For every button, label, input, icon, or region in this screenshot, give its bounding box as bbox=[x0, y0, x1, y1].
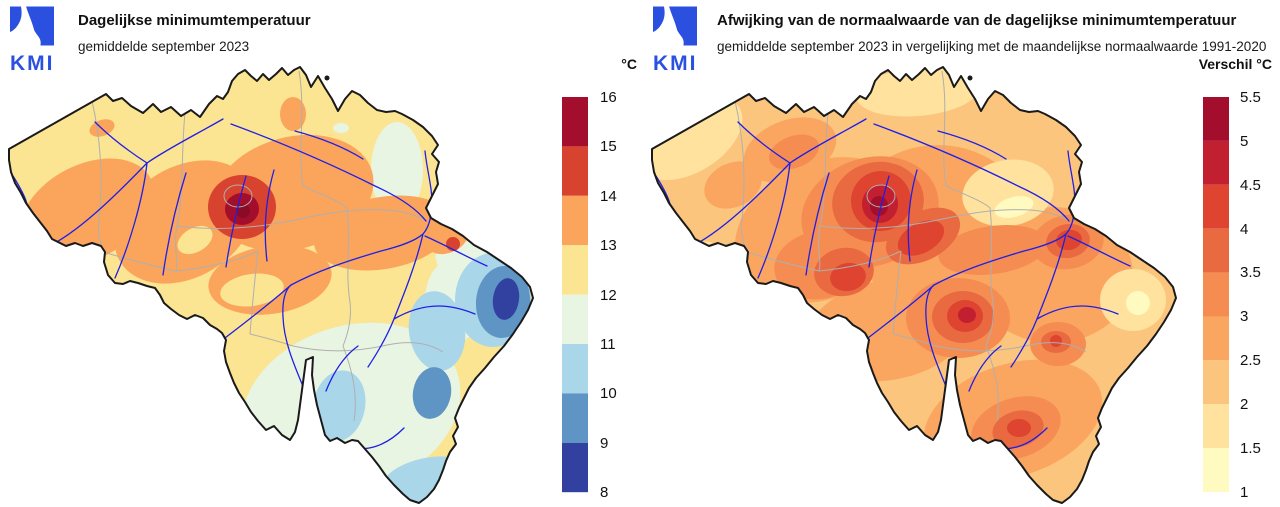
right-legend-title: Verschil °C bbox=[1198, 56, 1272, 72]
legend-band bbox=[1203, 272, 1229, 317]
left-legend-title: °C bbox=[621, 56, 637, 72]
legend-band bbox=[1203, 97, 1229, 141]
right-header: Afwijking van de normaalwaarde van de da… bbox=[717, 12, 1267, 54]
right-map-subtitle: gemiddelde september 2023 in vergelijkin… bbox=[717, 38, 1267, 54]
kmi-logo: KMI bbox=[10, 5, 70, 74]
legend-tick: 9 bbox=[600, 435, 608, 452]
legend-band bbox=[1203, 228, 1229, 273]
left-legend: 16 15 14 13 12 11 10 9 8 bbox=[562, 89, 617, 501]
kmi-logo-icon bbox=[10, 6, 54, 46]
kmi-logo-text: KMI bbox=[653, 52, 698, 75]
legend-tick: 4.5 bbox=[1240, 177, 1261, 194]
left-header: Dagelijkse minimumtemperatuur gemiddelde… bbox=[78, 12, 311, 54]
legend-band bbox=[1203, 404, 1229, 449]
kmi-logo: KMI bbox=[653, 5, 713, 74]
legend-band bbox=[562, 442, 588, 493]
legend-tick: 10 bbox=[600, 385, 617, 402]
legend-band bbox=[562, 245, 588, 295]
kmi-logo-icon bbox=[653, 6, 697, 46]
legend-tick: 5 bbox=[1240, 133, 1248, 150]
legend-band bbox=[562, 97, 588, 147]
legend-band bbox=[562, 294, 588, 344]
kmi-logo-text: KMI bbox=[10, 52, 55, 75]
right-map-title: Afwijking van de normaalwaarde van de da… bbox=[717, 12, 1237, 29]
legend-band bbox=[562, 393, 588, 443]
map-anomaly-belgium bbox=[651, 66, 1177, 504]
left-map-title: Dagelijkse minimumtemperatuur bbox=[78, 12, 311, 29]
legend-tick: 12 bbox=[600, 287, 617, 304]
legend-tick: 13 bbox=[600, 237, 617, 254]
legend-tick: 3 bbox=[1240, 308, 1248, 325]
legend-tick: 2 bbox=[1240, 396, 1248, 413]
legend-tick: 5.5 bbox=[1240, 89, 1261, 106]
legend-tick: 1 bbox=[1240, 484, 1248, 501]
legend-tick: 3.5 bbox=[1240, 264, 1261, 281]
legend-band bbox=[1203, 316, 1229, 361]
legend-tick: 4 bbox=[1240, 221, 1248, 238]
legend-tick: 15 bbox=[600, 138, 617, 155]
legend-tick: 1.5 bbox=[1240, 440, 1261, 457]
legend-band bbox=[562, 146, 588, 196]
map-temperature-belgium bbox=[8, 66, 534, 504]
legend-band bbox=[1203, 448, 1229, 492]
legend-band bbox=[1203, 360, 1229, 405]
legend-band bbox=[1203, 140, 1229, 185]
legend-band bbox=[1203, 184, 1229, 229]
legend-tick: 14 bbox=[600, 188, 617, 205]
legend-tick: 8 bbox=[600, 484, 608, 501]
legend-band bbox=[562, 344, 588, 394]
legend-tick: 11 bbox=[600, 336, 616, 353]
legend-band bbox=[562, 195, 588, 246]
left-map-subtitle: gemiddelde september 2023 bbox=[78, 38, 250, 54]
legend-tick: 16 bbox=[600, 89, 617, 106]
legend-tick: 2.5 bbox=[1240, 352, 1261, 369]
right-legend: 5.5 5 4.5 4 3.5 3 2.5 2 1.5 1 bbox=[1203, 89, 1261, 501]
